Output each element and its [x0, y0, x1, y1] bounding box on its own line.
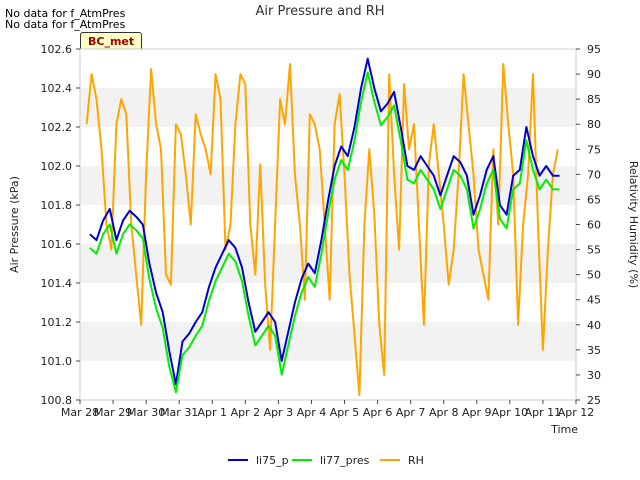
site-badge: BC_met	[80, 32, 143, 51]
x-tick-label: Apr 11	[525, 406, 562, 419]
y2-tick-label: 45	[587, 294, 601, 307]
y2-tick-label: 80	[587, 118, 601, 131]
y2-tick-label: 55	[587, 244, 601, 257]
y-tick-label: 101.0	[41, 355, 73, 368]
x-tick-label: Apr 12	[558, 406, 595, 419]
legend-label: li77_pres	[320, 454, 370, 467]
x-tick-label: Mar 28	[61, 406, 99, 419]
x-tick-label: Mar 29	[94, 406, 132, 419]
legend-label: RH	[408, 454, 424, 467]
x-tick-label: Apr 2	[231, 406, 261, 419]
y-tick-label: 101.2	[41, 316, 73, 329]
x-tick-label: Apr 7	[396, 406, 426, 419]
y2-tick-label: 85	[587, 93, 601, 106]
x-tick-label: Apr 4	[297, 406, 327, 419]
legend-label: li75_p	[256, 454, 289, 467]
series-line-li75-p	[89, 57, 560, 386]
y2-tick-label: 70	[587, 168, 601, 181]
x-axis-label: Time	[550, 423, 578, 436]
y2-tick-label: 35	[587, 344, 601, 357]
y2-tick-label: 50	[587, 269, 601, 282]
y-tick-label: 101.6	[41, 238, 73, 251]
series-line-li77-pres	[89, 71, 560, 394]
y-tick-label: 102.2	[41, 121, 73, 134]
x-tick-label: Mar 31	[160, 406, 198, 419]
no-data-note-2: No data for f_AtmPres	[5, 18, 126, 31]
y-tick-label: 102.6	[41, 43, 73, 56]
x-tick-label: Apr 9	[462, 406, 492, 419]
y-tick-label: 102.0	[41, 160, 73, 173]
grid-band	[80, 88, 576, 127]
y-tick-label: 102.4	[41, 82, 73, 95]
y2-tick-label: 60	[587, 219, 601, 232]
no-data-note-1: No data for f_AtmPres	[5, 7, 126, 20]
x-tick-label: Apr 10	[492, 406, 529, 419]
y2-tick-label: 25	[587, 394, 601, 407]
series-layer	[85, 57, 560, 396]
x-tick-label: Mar 30	[127, 406, 165, 419]
chart-title: Air Pressure and RH	[255, 4, 384, 19]
y2-tick-label: 90	[587, 68, 601, 81]
y-tick-label: 100.8	[41, 394, 73, 407]
grid-band	[80, 49, 576, 88]
series-line-RH	[85, 63, 559, 396]
x-tick-label: Apr 3	[264, 406, 294, 419]
y2-tick-label: 65	[587, 193, 601, 206]
y-tick-label: 101.8	[41, 199, 73, 212]
x-tick-label: Apr 6	[363, 406, 393, 419]
y2-tick-label: 30	[587, 369, 601, 382]
y-tick-label: 101.4	[41, 277, 73, 290]
x-tick-label: Apr 5	[330, 406, 360, 419]
y2-tick-label: 40	[587, 319, 601, 332]
legend: li75_p li77_pres RH	[228, 454, 424, 467]
y-axis-label: Air Pressure (kPa)	[8, 176, 21, 273]
x-tick-label: Apr 8	[429, 406, 459, 419]
grid-band	[80, 322, 576, 361]
grid-band	[80, 361, 576, 400]
x-tick-label: Apr 1	[198, 406, 228, 419]
y2-tick-label: 95	[587, 43, 601, 56]
y2-tick-label: 75	[587, 143, 601, 156]
y2-axis-label: Relativity Humidity (%)	[627, 161, 640, 288]
